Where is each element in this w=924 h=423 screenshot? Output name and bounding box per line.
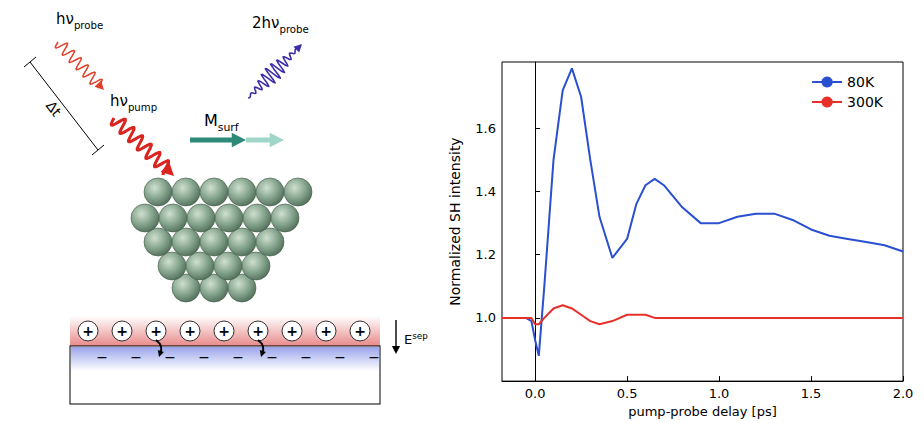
svg-text:+: + xyxy=(82,323,94,339)
svg-text:1.5: 1.5 xyxy=(801,386,822,401)
svg-text:Normalized SH intensity: Normalized SH intensity xyxy=(447,137,463,305)
svg-text:80K: 80K xyxy=(847,74,875,90)
svg-text:+: + xyxy=(184,323,196,339)
svg-text:300K: 300K xyxy=(847,94,884,110)
svg-text:−: − xyxy=(164,349,176,365)
svg-text:+: + xyxy=(252,323,264,339)
svg-text:0.5: 0.5 xyxy=(617,386,638,401)
svg-text:Δt: Δt xyxy=(43,98,65,120)
svg-text:Esep: Esep xyxy=(404,331,428,347)
svg-text:1.0: 1.0 xyxy=(475,310,496,325)
svg-text:−: − xyxy=(334,349,346,365)
svg-text:+: + xyxy=(218,323,230,339)
svg-text:+: + xyxy=(150,323,162,339)
svg-text:+: + xyxy=(286,323,298,339)
svg-text:1.0: 1.0 xyxy=(709,386,730,401)
svg-text:−: − xyxy=(198,349,210,365)
svg-text:hνprobe: hνprobe xyxy=(56,10,103,31)
svg-text:−: − xyxy=(368,349,380,365)
svg-text:Msurf: Msurf xyxy=(204,111,240,134)
svg-text:2.0: 2.0 xyxy=(893,386,914,401)
svg-text:1.4: 1.4 xyxy=(475,184,496,199)
svg-text:2hνprobe: 2hνprobe xyxy=(252,14,309,35)
svg-text:+: + xyxy=(116,323,128,339)
svg-text:−: − xyxy=(232,349,244,365)
svg-text:0.0: 0.0 xyxy=(525,386,546,401)
svg-text:−: − xyxy=(130,349,142,365)
svg-text:1.6: 1.6 xyxy=(475,121,496,136)
svg-text:+: + xyxy=(354,323,366,339)
svg-text:−: − xyxy=(300,349,312,365)
svg-text:+: + xyxy=(320,323,332,339)
svg-text:hνpump: hνpump xyxy=(110,92,157,113)
svg-text:1.2: 1.2 xyxy=(475,247,496,262)
svg-text:−: − xyxy=(96,349,108,365)
svg-text:−: − xyxy=(266,349,278,365)
svg-text:pump-probe delay [ps]: pump-probe delay [ps] xyxy=(628,404,777,419)
